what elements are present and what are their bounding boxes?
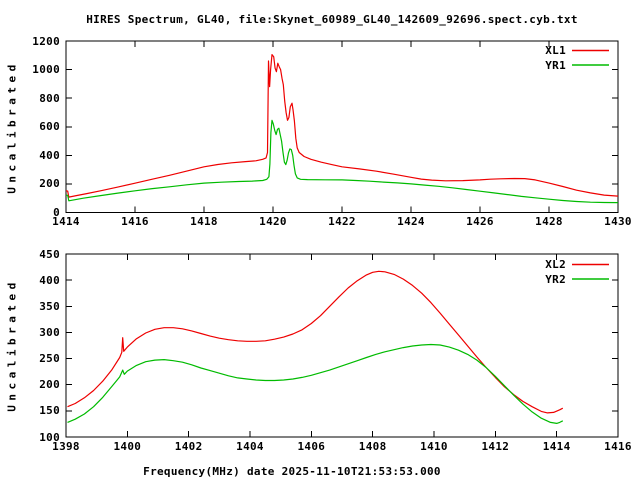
y-tick-label: 400 <box>39 273 60 287</box>
y-tick-label: 1000 <box>32 63 60 77</box>
x-tick-label: 1402 <box>174 440 203 453</box>
x-tick-label: 1428 <box>535 215 563 228</box>
x-tick-label: 1398 <box>52 440 80 453</box>
y-tick-label: 200 <box>39 177 60 191</box>
y-tick-label: 0 <box>53 206 60 219</box>
y-tick-label: 200 <box>39 378 60 392</box>
y-tick-label: 250 <box>39 352 60 366</box>
x-axis-label: Frequency(MHz) date 2025-11-10T21:53:53.… <box>143 465 441 478</box>
x-tick-label: 1416 <box>121 215 149 228</box>
x-tick-label: 1430 <box>604 215 632 228</box>
x-tick-label: 1414 <box>52 215 80 228</box>
x-tick-label: 1416 <box>604 440 632 453</box>
x-tick-label: 1404 <box>236 440 264 453</box>
y-tick-label: 150 <box>39 404 60 418</box>
y-tick-label: 300 <box>39 325 60 339</box>
legend-label-YR1: YR1 <box>545 58 566 72</box>
series-YR2-line <box>67 343 564 424</box>
x-tick-label: 1424 <box>397 215 425 228</box>
series-XL2-line <box>67 270 564 414</box>
y-tick-label: 450 <box>39 247 60 261</box>
plot-box <box>65 253 619 438</box>
plot-title: HIRES Spectrum, GL40, file:Skynet_60989_… <box>86 13 578 26</box>
x-tick-label: 1410 <box>420 440 448 453</box>
x-tick-label: 1422 <box>328 215 356 228</box>
series-XL1-line <box>65 53 619 198</box>
y-tick-label: 600 <box>39 120 60 134</box>
y-tick-label: 400 <box>39 148 60 162</box>
x-tick-label: 1400 <box>113 440 142 453</box>
legend-label-XL1: XL1 <box>545 44 566 57</box>
legend-label-YR2: YR2 <box>545 272 566 286</box>
y-axis-label-bottom: Uncalibrated <box>5 278 19 412</box>
y-tick-label: 350 <box>39 299 60 313</box>
y-tick-label: 1200 <box>32 34 60 48</box>
x-tick-label: 1414 <box>542 440 571 453</box>
x-tick-label: 1418 <box>190 215 218 228</box>
x-tick-label: 1412 <box>481 440 510 453</box>
legend-label-XL2: XL2 <box>545 258 566 271</box>
x-tick-label: 1426 <box>466 215 494 228</box>
series-YR1-line <box>65 119 619 204</box>
x-tick-label: 1408 <box>358 440 387 453</box>
y-tick-label: 800 <box>39 91 60 105</box>
x-tick-label: 1420 <box>259 215 287 228</box>
y-tick-label: 100 <box>39 430 60 444</box>
x-tick-label: 1406 <box>297 440 326 453</box>
